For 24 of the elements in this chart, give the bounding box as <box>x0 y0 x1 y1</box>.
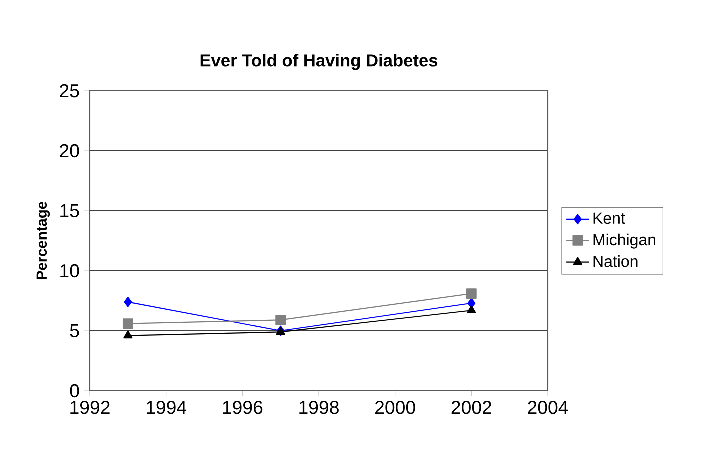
chart-title: Ever Told of Having Diabetes <box>200 54 438 70</box>
y-tick-label: 0 <box>70 384 80 398</box>
y-tick-label: 10 <box>60 264 80 278</box>
x-tick-label: 1992 <box>70 401 110 414</box>
x-tick-label: 2000 <box>376 401 416 414</box>
y-tick-label: 20 <box>60 144 80 158</box>
point <box>122 318 134 330</box>
legend-label: Nation <box>594 256 638 268</box>
x-tick-label: 1998 <box>300 401 339 414</box>
legend-label: Michigan <box>594 234 656 249</box>
y-tick-label: 15 <box>60 204 80 218</box>
y-tick-label: 5 <box>70 324 80 338</box>
point <box>466 288 477 300</box>
x-tick-label: 2002 <box>452 401 492 414</box>
y-axis-title: Percentage <box>36 202 50 280</box>
x-tick-label: 1994 <box>146 401 187 414</box>
point <box>124 297 132 308</box>
y-tick-label: 25 <box>60 84 80 98</box>
point <box>276 315 286 326</box>
legend-label: Kent <box>594 212 626 224</box>
point <box>124 330 133 339</box>
x-tick-label: 2004 <box>528 401 568 414</box>
x-tick-label: 1996 <box>223 401 263 414</box>
point <box>467 305 476 314</box>
